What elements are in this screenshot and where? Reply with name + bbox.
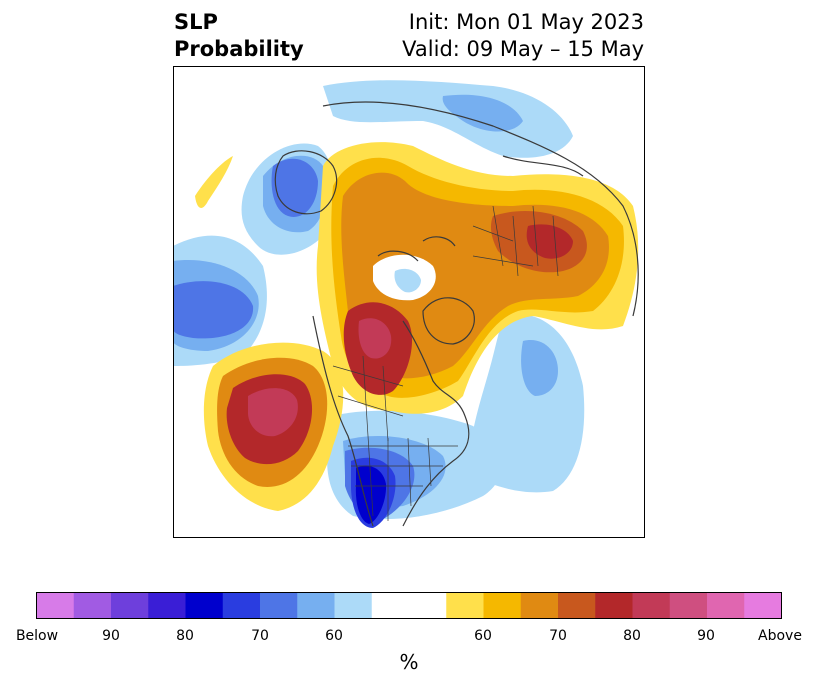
colorbar-swatch <box>36 592 75 619</box>
probability-fields <box>173 80 639 528</box>
colorbar-units: % <box>399 650 419 674</box>
colorbar-swatch <box>148 592 186 619</box>
valid-range: Valid: 09 May – 15 May <box>402 37 644 61</box>
map-frame <box>173 66 645 538</box>
colorbar-swatch <box>111 592 149 619</box>
tick-label: 70 <box>549 628 567 644</box>
colorbar-swatch <box>446 592 484 619</box>
forecast-info: Init: Mon 01 May 2023 Valid: 09 May – 15… <box>402 9 644 63</box>
below-alaska-inner <box>271 158 318 217</box>
below-us-max <box>355 465 387 524</box>
title-line-1: SLP <box>174 10 218 34</box>
colorbar-swatch <box>558 592 596 619</box>
title-line-2: Probability <box>174 37 304 61</box>
eurasia-outline <box>322 101 639 317</box>
alaska-outline <box>274 150 338 215</box>
tick-label: 80 <box>623 628 641 644</box>
below-northeast-region <box>323 80 573 158</box>
colorbar-swatch <box>371 592 410 619</box>
colorbar-swatch <box>483 592 522 619</box>
colorbar-swatch <box>222 592 261 619</box>
chart-title: SLP Probability <box>174 9 304 63</box>
colorbar-frame <box>36 592 782 619</box>
tick-label: 90 <box>102 628 120 644</box>
us-state-lines <box>348 435 458 521</box>
tick-label: 60 <box>325 628 343 644</box>
north-america-outline <box>312 315 470 527</box>
colorbar-swatch <box>334 592 373 619</box>
colorbar-swatch <box>669 592 708 619</box>
above-canada-max <box>358 318 392 359</box>
below-northeast-core <box>442 94 523 132</box>
init-date: Init: Mon 01 May 2023 <box>408 10 644 34</box>
below-atlantic-core <box>521 340 558 396</box>
above-pacific-yellow-fleck <box>195 156 233 208</box>
colorbar-swatch <box>297 592 335 619</box>
above-pacific-max <box>248 388 298 437</box>
colorbar-swatch <box>520 592 559 619</box>
tick-label: 80 <box>176 628 194 644</box>
canada-province-lines <box>332 355 404 442</box>
colorbar <box>36 592 782 619</box>
coastlines <box>274 101 639 527</box>
tick-label: Above <box>758 628 802 644</box>
above-siberia-core <box>526 224 573 259</box>
colorbar-swatch <box>744 592 782 619</box>
colorbar-swatch <box>185 592 224 619</box>
arctic-islands-outline <box>377 236 456 262</box>
colorbar-swatch <box>632 592 671 619</box>
colorbar-swatch <box>73 592 112 619</box>
below-pacific-inner <box>173 281 254 339</box>
europe-country-lines <box>472 205 559 277</box>
colorbar-swatch <box>409 592 447 619</box>
colorbar-swatch <box>260 592 298 619</box>
colorbar-swatch <box>707 592 745 619</box>
colorbar-swatch <box>595 592 633 619</box>
tick-label: 70 <box>251 628 269 644</box>
above-pole-lowgap-core <box>394 268 421 293</box>
probability-map <box>173 66 645 538</box>
tick-label: Below <box>15 628 59 644</box>
tick-label: 90 <box>697 628 715 644</box>
greenland-outline <box>422 297 475 345</box>
tick-label: 60 <box>474 628 492 644</box>
